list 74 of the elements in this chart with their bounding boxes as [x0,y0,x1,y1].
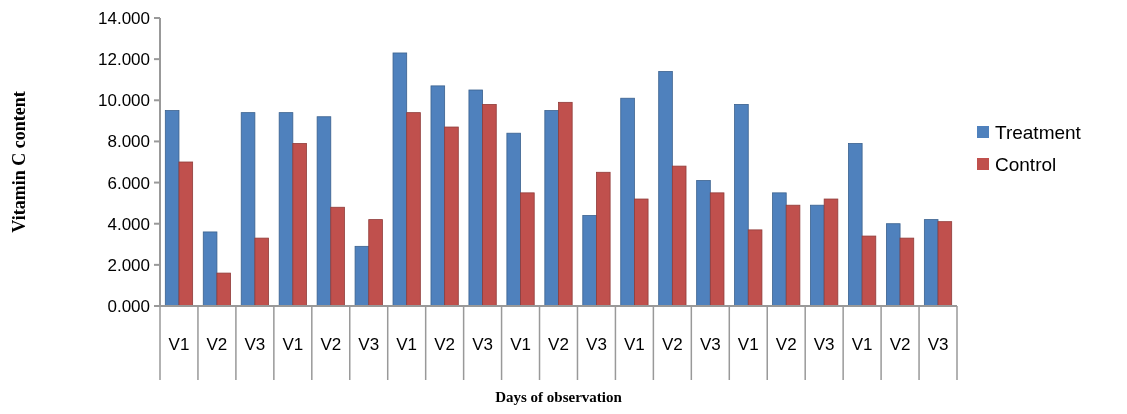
bar [278,112,294,307]
bar [671,165,687,307]
x-tick-label: V2 [548,335,569,354]
bar [861,235,877,307]
bar [886,223,901,307]
bar [316,116,332,307]
bar [520,192,535,307]
y-tick-label: 8.000 [107,132,150,152]
x-axis-title: Days of observation [495,389,623,405]
x-tick-label: V2 [434,335,456,354]
y-tick-label: 0.000 [107,296,150,316]
bar [468,89,483,307]
y-tick-label: 10.000 [98,91,150,111]
bar [178,161,194,307]
bar [354,245,370,307]
bar [430,85,446,307]
y-tick-label: 14.000 [98,8,150,28]
bar [772,192,787,307]
bar [848,143,863,307]
bar [406,112,421,307]
legend-label: Treatment [995,121,1082,143]
bar [937,221,953,307]
bar [709,192,725,307]
x-tick-label: V2 [206,335,228,354]
bar [582,215,597,307]
bar [368,219,383,307]
x-tick-label: V2 [775,335,797,354]
bar [899,237,915,307]
x-tick-label: V1 [737,335,759,354]
x-tick-label: V3 [699,335,721,354]
bar [734,104,749,307]
bar [444,126,459,307]
bar [620,97,635,307]
x-tick-label: V1 [168,335,190,354]
x-tick-label: V1 [396,335,418,354]
bar [823,198,839,307]
y-tick-label: 12.000 [98,50,150,70]
y-tick-label: 2.000 [107,255,150,275]
y-tick-label: 6.000 [107,173,150,193]
bar [810,204,825,307]
bar [254,237,269,307]
x-tick-label: V1 [624,335,645,354]
bar [634,198,649,307]
x-tick-label: V3 [586,335,607,354]
x-tick-label: V3 [927,335,949,354]
y-tick-label: 4.000 [107,214,150,234]
x-tick-label: V1 [510,335,531,354]
bar [696,180,711,307]
x-tick-label: V3 [244,335,266,354]
bar [658,71,673,307]
x-tick-label: V2 [889,335,911,354]
x-tick-label: V2 [320,335,342,354]
x-tick-label: V2 [661,335,683,354]
x-tick-label: V3 [472,335,493,354]
y-axis-title: Vitamin C content [9,91,29,233]
x-tick-label: V1 [282,335,304,354]
bar [164,110,180,307]
bar [392,52,408,307]
x-tick-label: V3 [358,335,380,354]
bar [596,171,611,307]
bar [747,229,763,307]
bar [544,110,559,307]
x-tick-label: V1 [851,335,873,354]
bar [785,204,801,307]
x-tick-label: V3 [813,335,835,354]
bar [292,143,307,307]
legend-label: Control [995,153,1057,175]
bar [330,206,345,307]
bar [240,112,256,307]
bar [506,132,521,307]
bar [558,101,573,307]
bar [482,104,497,307]
bar [202,231,218,307]
bar [216,272,231,307]
